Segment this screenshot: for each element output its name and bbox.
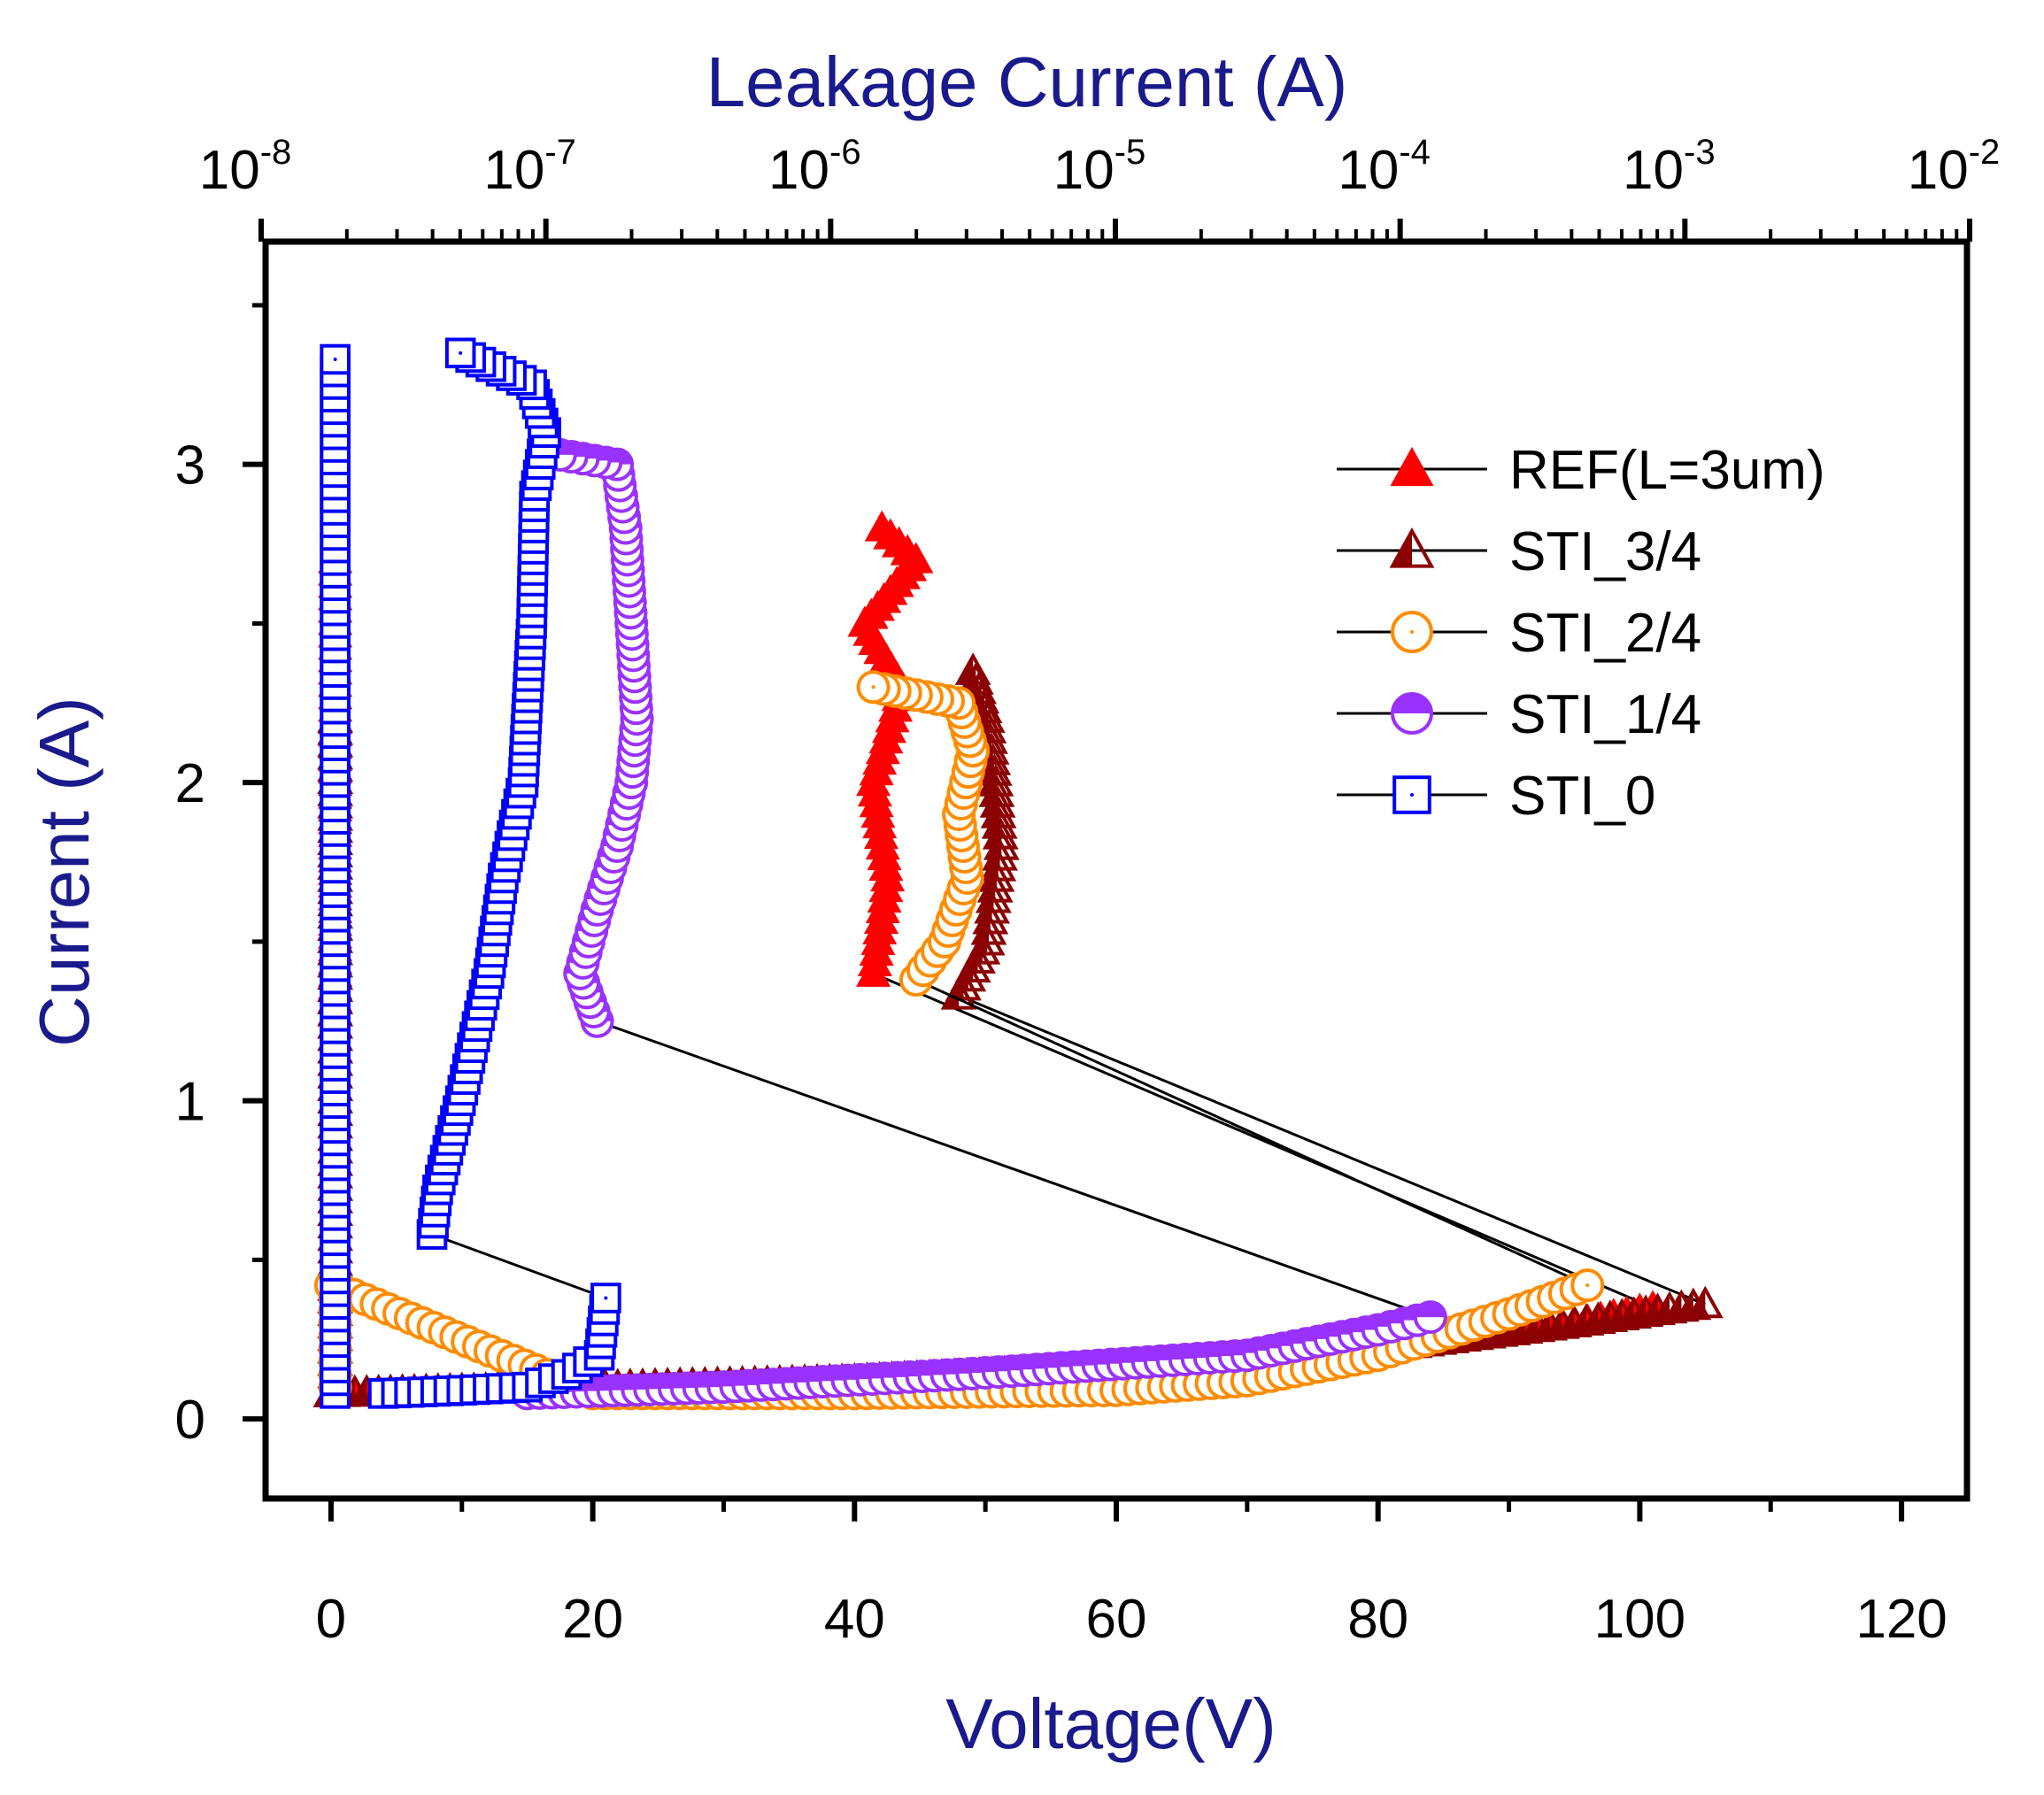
data-point-dot [1410, 630, 1414, 634]
data-point-outline [1389, 527, 1435, 568]
data-point-outline [954, 652, 991, 685]
top-tick-label: 10-6 [768, 133, 861, 201]
legend-item: STI_3/4 [1337, 521, 1701, 582]
y-tick-label: 0 [175, 1390, 205, 1451]
data-point-dot [459, 351, 463, 355]
y-tick-label: 3 [175, 435, 205, 497]
data-point [1391, 611, 1433, 653]
data-point [590, 1283, 621, 1314]
series-sti-0 [320, 337, 621, 1409]
data-point [1413, 1300, 1447, 1335]
series-layer [312, 337, 1724, 1411]
legend-item: STI_2/4 [1337, 603, 1701, 664]
top-tick-label: 10-4 [1338, 133, 1431, 201]
data-point [954, 652, 991, 685]
data-point [1686, 1285, 1724, 1319]
data-point [864, 510, 899, 542]
data-point-dot [604, 1296, 608, 1300]
legend-label: REF(L=3um) [1509, 440, 1825, 501]
y-axis-title: Current (A) [25, 697, 104, 1047]
data-point [1570, 1268, 1605, 1303]
legend-label: STI_0 [1509, 766, 1655, 827]
x-tick-label: 60 [1086, 1589, 1147, 1650]
x-tick-label: 120 [1855, 1589, 1947, 1650]
top-tick-label: 10-7 [483, 133, 576, 201]
legend-item: REF(L=3um) [1337, 440, 1825, 501]
x-tick-label: 0 [316, 1589, 346, 1650]
x-axis-title: Voltage(V) [945, 1684, 1277, 1763]
data-point-dot [871, 685, 875, 689]
data-point-fill [1415, 1302, 1446, 1318]
legend-label: STI_2/4 [1509, 603, 1701, 664]
x-tick-label: 80 [1347, 1589, 1408, 1650]
data-point-outline [1392, 775, 1431, 814]
y-tick-label: 1 [175, 1072, 205, 1133]
top-tick-label: 10-5 [1053, 133, 1146, 201]
connector-line [872, 972, 1654, 1309]
legend-item: STI_1/4 [1337, 684, 1701, 745]
data-point-outline [590, 1283, 621, 1314]
y-tick-label: 2 [175, 753, 205, 814]
top-tick-label: 10-8 [199, 133, 292, 201]
connector-line [915, 978, 1588, 1287]
data-point-dot [333, 358, 337, 362]
legend-label: STI_3/4 [1509, 521, 1701, 582]
data-point-dot [1585, 1283, 1590, 1288]
legend-item: STI_0 [1337, 766, 1655, 827]
top-tick-label: 10-3 [1623, 133, 1716, 201]
legend: REF(L=3um) STI_3/4 STI_2/4 STI_1/4 STI_0 [1337, 440, 1825, 827]
x-tick-label: 100 [1594, 1589, 1685, 1650]
connector-line [958, 994, 1706, 1306]
connector-line [431, 1233, 606, 1299]
data-point-outline [1686, 1285, 1724, 1319]
data-point [320, 343, 351, 375]
data-point [856, 670, 891, 705]
connector-line [597, 1020, 1431, 1319]
x-tick-label: 20 [562, 1589, 623, 1650]
data-point [1392, 775, 1431, 814]
data-point [1390, 446, 1434, 487]
top-axis-title: Leakage Current (A) [706, 42, 1348, 121]
data-point [1389, 527, 1435, 568]
data-point [1391, 692, 1433, 735]
data-point-fill [1392, 694, 1431, 713]
tick-layer: 0 20 40 60 80 100 120 0 1 2 3 10-8 10-7 10-6 10-5 10-4 1… [175, 133, 2001, 1650]
data-point [444, 337, 476, 369]
top-tick-label: 10-2 [1908, 133, 2001, 201]
x-tick-label: 40 [824, 1589, 885, 1650]
legend-label: STI_1/4 [1509, 684, 1701, 745]
data-point-dot [1410, 793, 1414, 797]
